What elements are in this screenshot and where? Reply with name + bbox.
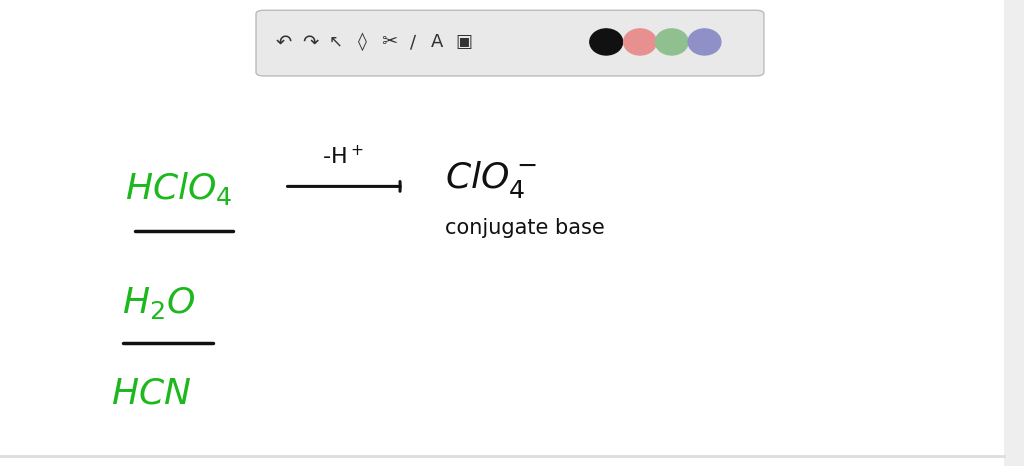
Text: $H_2O$: $H_2O$: [122, 285, 196, 321]
Text: conjugate base: conjugate base: [445, 219, 605, 238]
Ellipse shape: [688, 29, 721, 55]
Text: -H$^+$: -H$^+$: [323, 144, 364, 168]
Text: $HCN$: $HCN$: [112, 377, 191, 411]
Ellipse shape: [624, 29, 656, 55]
Text: $ClO_4^-$: $ClO_4^-$: [445, 159, 537, 200]
Text: ∕: ∕: [410, 33, 416, 51]
FancyBboxPatch shape: [1004, 0, 1024, 466]
Text: A: A: [431, 33, 443, 51]
Text: ↶: ↶: [275, 33, 292, 51]
Ellipse shape: [590, 29, 623, 55]
Ellipse shape: [655, 29, 688, 55]
Text: ✂: ✂: [381, 33, 397, 51]
Text: $HClO_4$: $HClO_4$: [126, 170, 232, 207]
Text: ▣: ▣: [456, 33, 472, 51]
Text: ◊: ◊: [358, 33, 367, 51]
Text: ↷: ↷: [302, 33, 318, 51]
Text: ↖: ↖: [329, 33, 343, 51]
FancyBboxPatch shape: [256, 10, 764, 76]
